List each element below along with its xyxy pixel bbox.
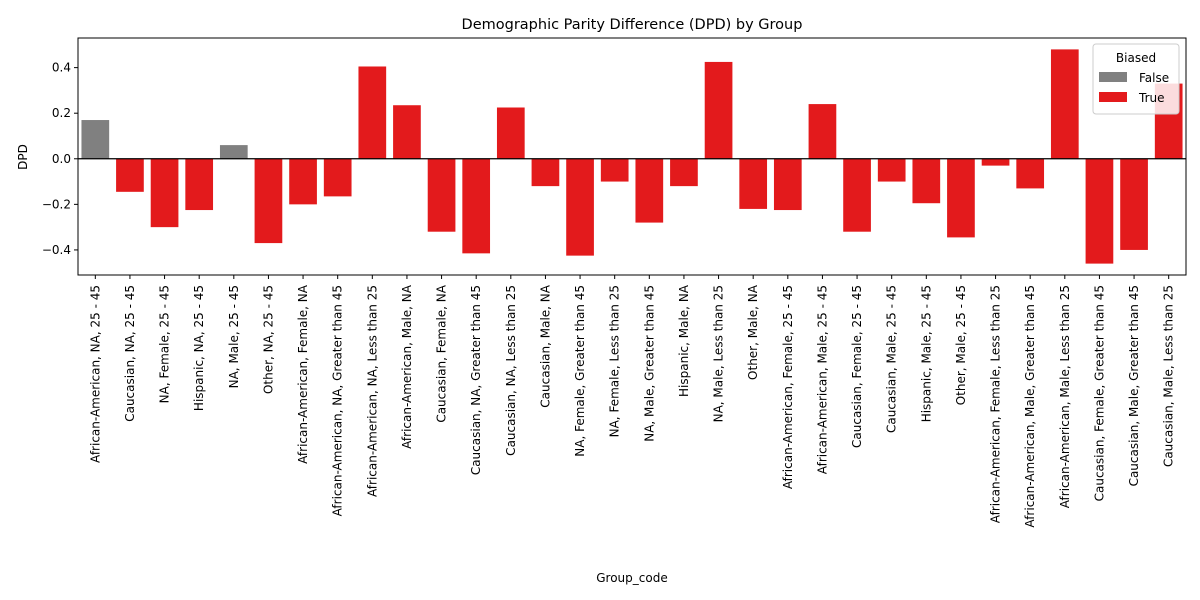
y-tick-label: 0.0 (52, 152, 71, 166)
y-tick-label: −0.4 (42, 243, 71, 257)
x-tick-label: Caucasian, Male, 25 - 45 (885, 285, 899, 433)
x-tick-label: NA, Male, Less than 25 (712, 285, 726, 422)
x-tick-label: Caucasian, Female, Greater than 45 (1092, 285, 1106, 501)
x-tick-label: Caucasian, NA, Greater than 45 (469, 285, 483, 475)
bar (462, 158, 491, 254)
x-tick-label: African-American, NA, Less than 25 (365, 285, 379, 497)
x-tick-label: Caucasian, Female, NA (435, 284, 449, 422)
bar (670, 158, 698, 187)
legend-label-true: True (1138, 91, 1165, 105)
bar (427, 158, 456, 232)
legend-label-false: False (1139, 71, 1169, 85)
x-axis-title: Group_code (596, 571, 667, 585)
bar (185, 158, 214, 211)
bar (219, 145, 248, 159)
bar (116, 158, 144, 192)
bar (981, 158, 1010, 166)
bar (1050, 49, 1079, 159)
legend: Biased False True (1092, 43, 1180, 115)
bar (773, 158, 802, 211)
bar (635, 158, 664, 223)
bar (81, 120, 110, 159)
x-tick-label: Other, Male, NA (746, 284, 760, 380)
x-tick-label: African-American, NA, 25 - 45 (88, 285, 102, 463)
x-tick-label: Caucasian, Male, Greater than 45 (1127, 285, 1141, 486)
bar (531, 158, 560, 187)
x-tick-label: Caucasian, NA, Less than 25 (504, 285, 518, 456)
bar (843, 158, 871, 232)
bar (600, 158, 629, 182)
plot-frame (77, 37, 1187, 276)
bar (393, 105, 421, 159)
x-tick-label: African-American, Female, Less than 25 (989, 285, 1003, 523)
x-tick-label: Caucasian, Male, Less than 25 (1162, 285, 1176, 467)
bar (496, 107, 525, 159)
x-tick-label: Caucasian, Male, NA (538, 284, 552, 407)
x-tick-label: NA, Male, 25 - 45 (227, 285, 241, 388)
x-tick-label: African-American, Male, NA (400, 284, 414, 449)
x-tick-label: Other, Male, 25 - 45 (954, 285, 968, 405)
x-tick-label: African-American, Male, 25 - 45 (815, 285, 829, 474)
y-tick-label: 0.4 (52, 61, 71, 75)
x-tick-label: NA, Female, Greater than 45 (573, 285, 587, 457)
bar (808, 104, 837, 159)
bar (323, 158, 352, 197)
x-tick-label: Hispanic, Male, NA (677, 284, 691, 397)
x-tick-label: African-American, Male, Less than 25 (1058, 285, 1072, 508)
x-tick-label: Hispanic, Male, 25 - 45 (919, 285, 933, 422)
y-tick-label: −0.2 (42, 197, 71, 211)
legend-swatch-false (1099, 72, 1127, 82)
bar (704, 61, 733, 159)
bar (739, 158, 768, 209)
x-tick-label: Other, NA, 25 - 45 (261, 285, 275, 394)
x-tick-label: NA, Female, 25 - 45 (158, 285, 172, 403)
x-tick-label: Caucasian, Female, 25 - 45 (850, 285, 864, 448)
x-tick-label: African-American, Female, NA (296, 284, 310, 464)
x-tick-label: African-American, Male, Greater than 45 (1023, 285, 1037, 528)
x-axis-ticks: African-American, NA, 25 - 45 Caucasian, … (88, 275, 1176, 528)
x-tick-label: African-American, NA, Greater than 45 (331, 285, 345, 516)
y-tick-label: 0.2 (52, 106, 71, 120)
bar (358, 66, 387, 159)
y-axis-title: DPD (16, 144, 30, 170)
x-tick-label: NA, Female, Less than 25 (608, 285, 622, 437)
bars-group (81, 49, 1183, 264)
x-tick-label: NA, Male, Greater than 45 (642, 285, 656, 442)
legend-title: Biased (1116, 51, 1156, 65)
bar (254, 158, 283, 244)
bar (150, 158, 179, 228)
bar (877, 158, 906, 182)
bar (1016, 158, 1045, 189)
bar (1120, 158, 1148, 250)
x-tick-label: Hispanic, NA, 25 - 45 (192, 285, 206, 411)
bar (912, 158, 941, 204)
bar (566, 158, 594, 256)
x-tick-label: African-American, Female, 25 - 45 (781, 285, 795, 489)
legend-swatch-true (1099, 92, 1127, 102)
bar (947, 158, 975, 238)
bar (1085, 158, 1114, 264)
x-tick-label: Caucasian, NA, 25 - 45 (123, 285, 137, 422)
chart-title: Demographic Parity Difference (DPD) by G… (462, 17, 803, 33)
y-axis-ticks: −0.4 −0.2 0.0 0.2 0.4 (42, 61, 78, 257)
bar (289, 158, 317, 205)
